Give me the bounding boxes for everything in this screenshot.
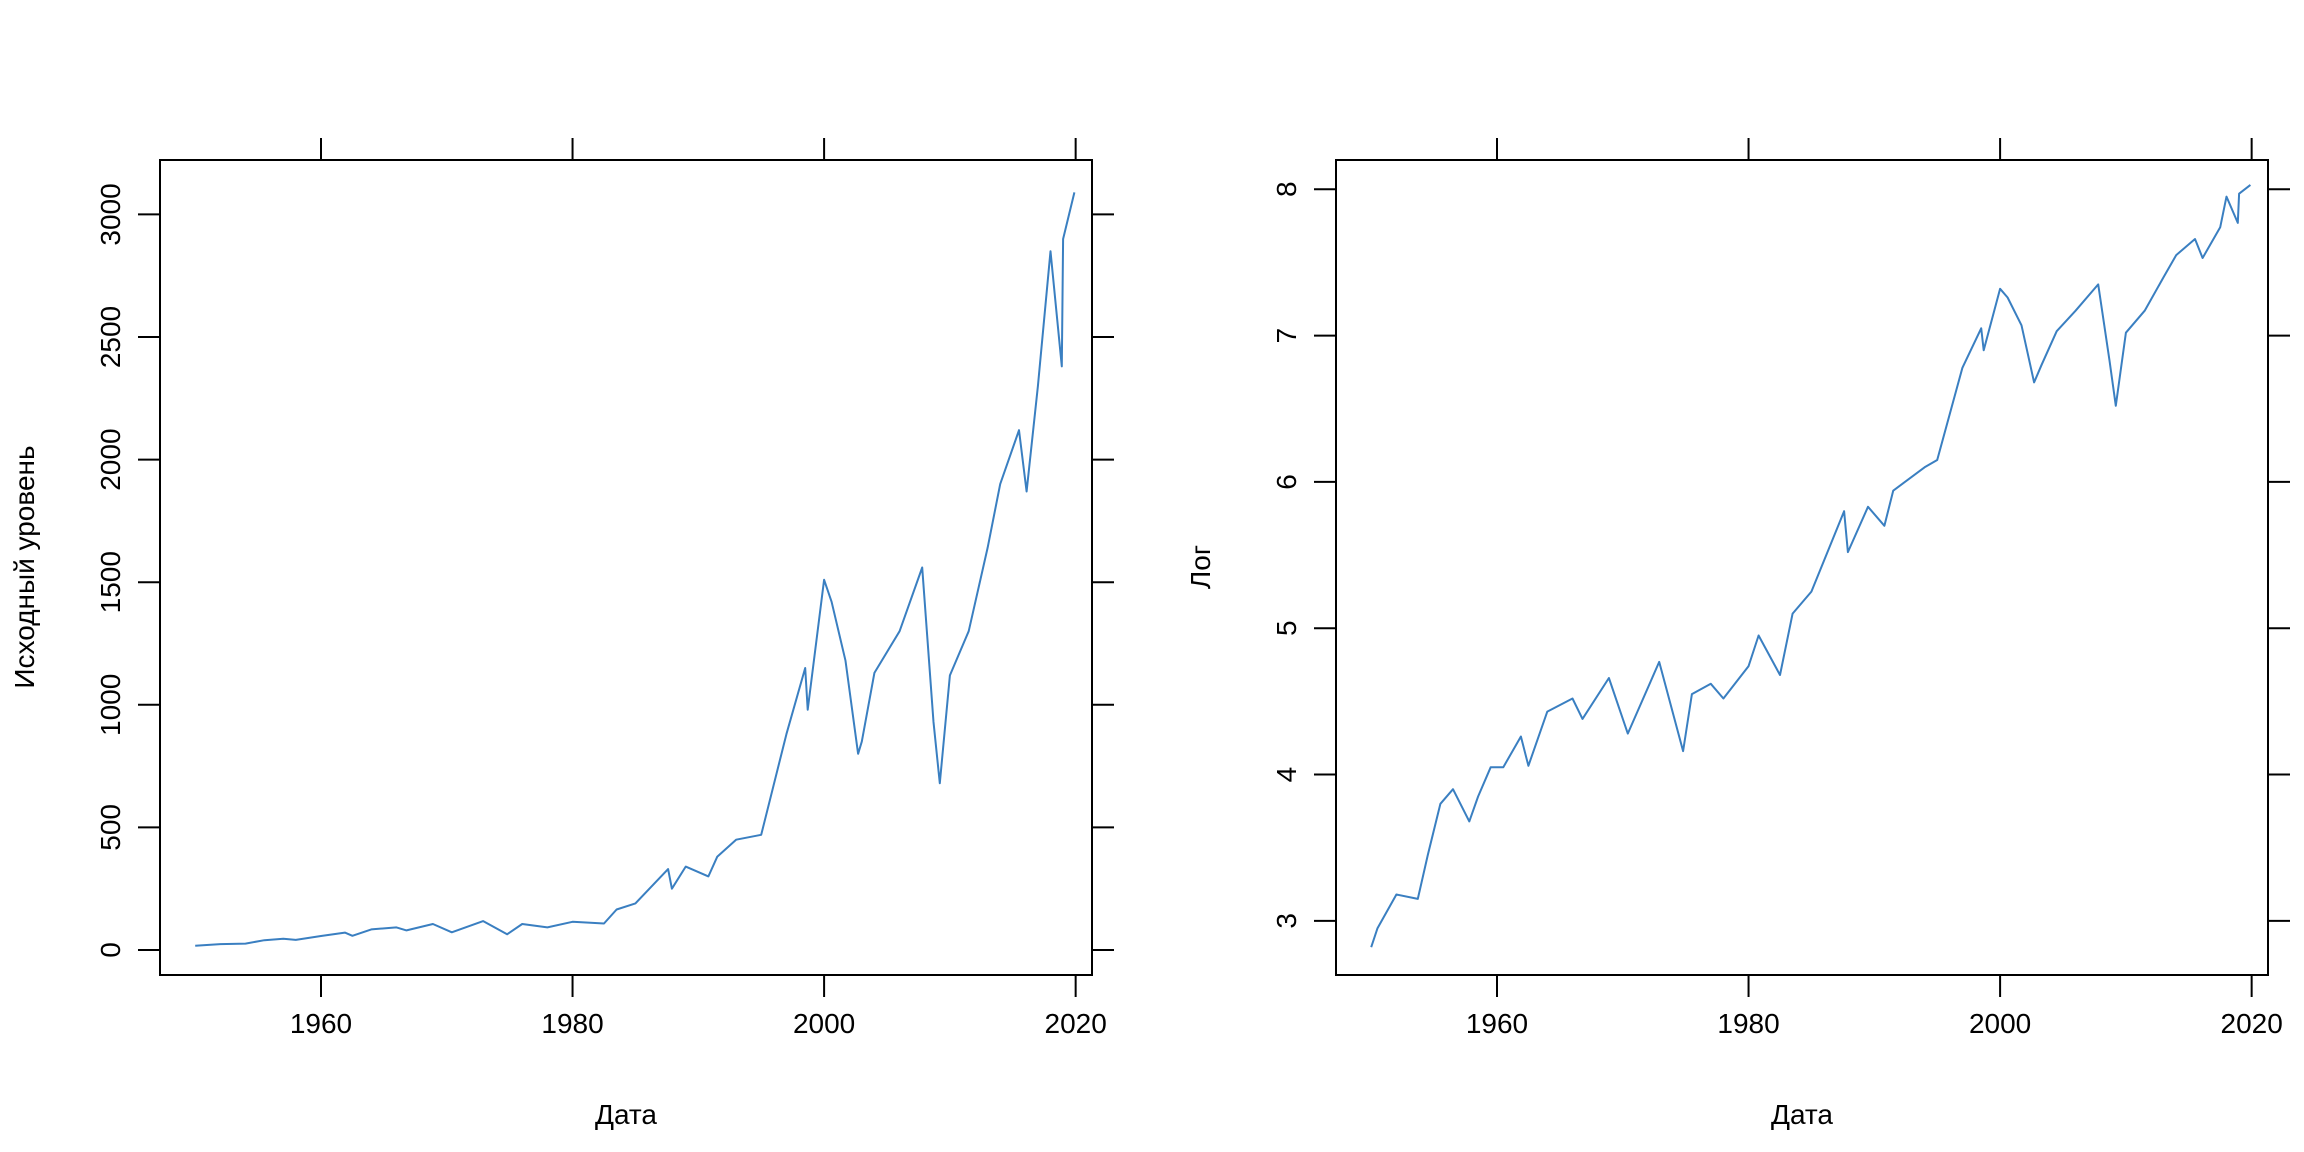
log-plot-frame [1335, 159, 2269, 976]
raw-level-chart: 1960 1980 2000 2020 0 500 1000 1500 2000 2500 300… [9, 138, 1114, 1130]
raw-y-tick-label: 3000 [95, 183, 126, 245]
log-x-tick-label: 2000 [1969, 1008, 2031, 1039]
raw-x-axis: 1960 1980 2000 2020 [290, 138, 1107, 1039]
log-y-tick-label: 7 [1271, 328, 1302, 344]
log-x-axis: 1960 1980 2000 2020 [1466, 138, 2283, 1039]
raw-series-line [195, 192, 1076, 947]
raw-y-axis: 0 500 1000 1500 2000 2500 3000 [95, 183, 1114, 958]
log-y-tick-label: 5 [1271, 620, 1302, 636]
raw-y-tick-label: 2000 [95, 428, 126, 490]
raw-y-tick-label: 500 [95, 804, 126, 851]
log-level-chart: 1960 1980 2000 2020 3 4 5 6 7 8 Дата Лог [1185, 138, 2290, 1130]
log-y-tick-label: 3 [1271, 913, 1302, 929]
log-y-tick-label: 6 [1271, 474, 1302, 490]
raw-y-axis-title: Исходный уровень [9, 445, 40, 688]
log-x-tick-label: 2020 [2221, 1008, 2283, 1039]
raw-x-axis-title: Дата [595, 1099, 657, 1130]
raw-x-tick-label: 1980 [541, 1008, 603, 1039]
log-y-axis-title: Лог [1185, 545, 1216, 589]
raw-y-tick-label: 1500 [95, 551, 126, 613]
log-x-axis-title: Дата [1771, 1099, 1833, 1130]
raw-x-tick-label: 2000 [793, 1008, 855, 1039]
log-y-axis: 3 4 5 6 7 8 [1271, 181, 2290, 929]
log-x-tick-label: 1960 [1466, 1008, 1528, 1039]
log-x-tick-label: 1980 [1717, 1008, 1779, 1039]
log-y-tick-label: 4 [1271, 767, 1302, 783]
log-series-line [1370, 184, 2252, 948]
raw-series-group [195, 192, 1076, 947]
raw-x-tick-label: 1960 [290, 1008, 352, 1039]
raw-y-tick-label: 2500 [95, 306, 126, 368]
raw-y-tick-label: 0 [95, 942, 126, 958]
raw-x-tick-label: 2020 [1045, 1008, 1107, 1039]
raw-plot-frame [159, 159, 1093, 976]
raw-y-tick-label: 1000 [95, 674, 126, 736]
log-series-group [1370, 184, 2252, 948]
log-y-tick-label: 8 [1271, 181, 1302, 197]
